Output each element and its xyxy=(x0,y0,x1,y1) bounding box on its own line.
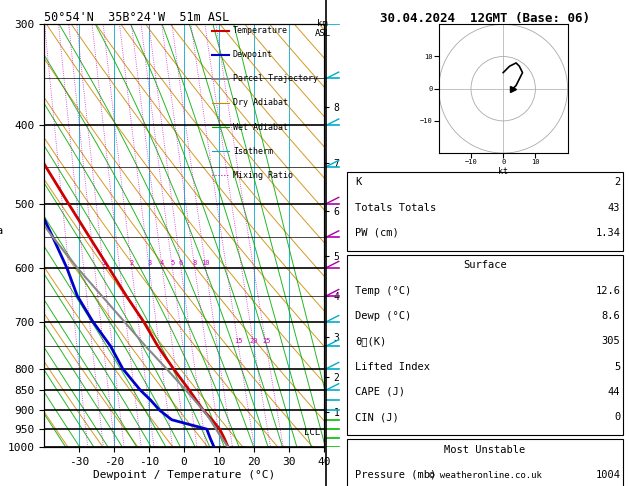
Text: 1004: 1004 xyxy=(596,470,620,480)
Text: 15: 15 xyxy=(234,338,243,344)
Text: 5: 5 xyxy=(170,260,174,266)
Text: 305: 305 xyxy=(601,336,620,347)
Text: 1.34: 1.34 xyxy=(596,228,620,238)
Text: 1: 1 xyxy=(101,260,106,266)
Text: Isotherm: Isotherm xyxy=(233,147,273,156)
Text: 4: 4 xyxy=(160,260,164,266)
Bar xyxy=(347,255,623,435)
Text: 50°54'N  35B°24'W  51m ASL: 50°54'N 35B°24'W 51m ASL xyxy=(44,11,230,24)
Text: 25: 25 xyxy=(262,338,270,344)
Text: CIN (J): CIN (J) xyxy=(355,412,399,422)
Text: 20: 20 xyxy=(250,338,258,344)
Text: Surface: Surface xyxy=(463,260,507,271)
Text: Temp (°C): Temp (°C) xyxy=(355,286,411,296)
Text: 43: 43 xyxy=(608,203,620,213)
Y-axis label: hPa: hPa xyxy=(0,226,4,236)
Text: Parcel Trajectory: Parcel Trajectory xyxy=(233,74,318,83)
Text: Totals Totals: Totals Totals xyxy=(355,203,437,213)
X-axis label: Dewpoint / Temperature (°C): Dewpoint / Temperature (°C) xyxy=(93,469,275,480)
Text: 8: 8 xyxy=(192,260,197,266)
Text: 2: 2 xyxy=(130,260,134,266)
Text: Wet Adiabat: Wet Adiabat xyxy=(233,122,288,132)
Text: 5: 5 xyxy=(614,362,620,372)
Text: 0: 0 xyxy=(614,412,620,422)
Text: 8.6: 8.6 xyxy=(601,311,620,321)
Text: © weatheronline.co.uk: © weatheronline.co.uk xyxy=(428,471,542,480)
Text: Dry Adiabat: Dry Adiabat xyxy=(233,99,288,107)
Text: 6: 6 xyxy=(179,260,183,266)
Text: 3: 3 xyxy=(147,260,152,266)
Text: 10: 10 xyxy=(201,260,210,266)
Text: Pressure (mb): Pressure (mb) xyxy=(355,470,437,480)
Text: Dewp (°C): Dewp (°C) xyxy=(355,311,411,321)
Text: Temperature: Temperature xyxy=(233,26,288,35)
Text: Lifted Index: Lifted Index xyxy=(355,362,430,372)
Text: 30.04.2024  12GMT (Base: 06): 30.04.2024 12GMT (Base: 06) xyxy=(380,12,590,25)
Text: Dewpoint: Dewpoint xyxy=(233,50,273,59)
Text: km
ASL: km ASL xyxy=(314,19,331,38)
Text: LCL: LCL xyxy=(304,428,320,437)
Text: 12.6: 12.6 xyxy=(596,286,620,296)
Text: Mixing Ratio: Mixing Ratio xyxy=(233,171,293,180)
Text: CAPE (J): CAPE (J) xyxy=(355,387,405,397)
Text: θᴄ(K): θᴄ(K) xyxy=(355,336,387,347)
X-axis label: kt: kt xyxy=(498,167,508,176)
Text: 2: 2 xyxy=(614,177,620,188)
Text: K: K xyxy=(355,177,362,188)
Bar xyxy=(347,172,623,251)
Text: Most Unstable: Most Unstable xyxy=(444,445,526,455)
Bar xyxy=(347,439,623,486)
Text: 44: 44 xyxy=(608,387,620,397)
Text: PW (cm): PW (cm) xyxy=(355,228,399,238)
